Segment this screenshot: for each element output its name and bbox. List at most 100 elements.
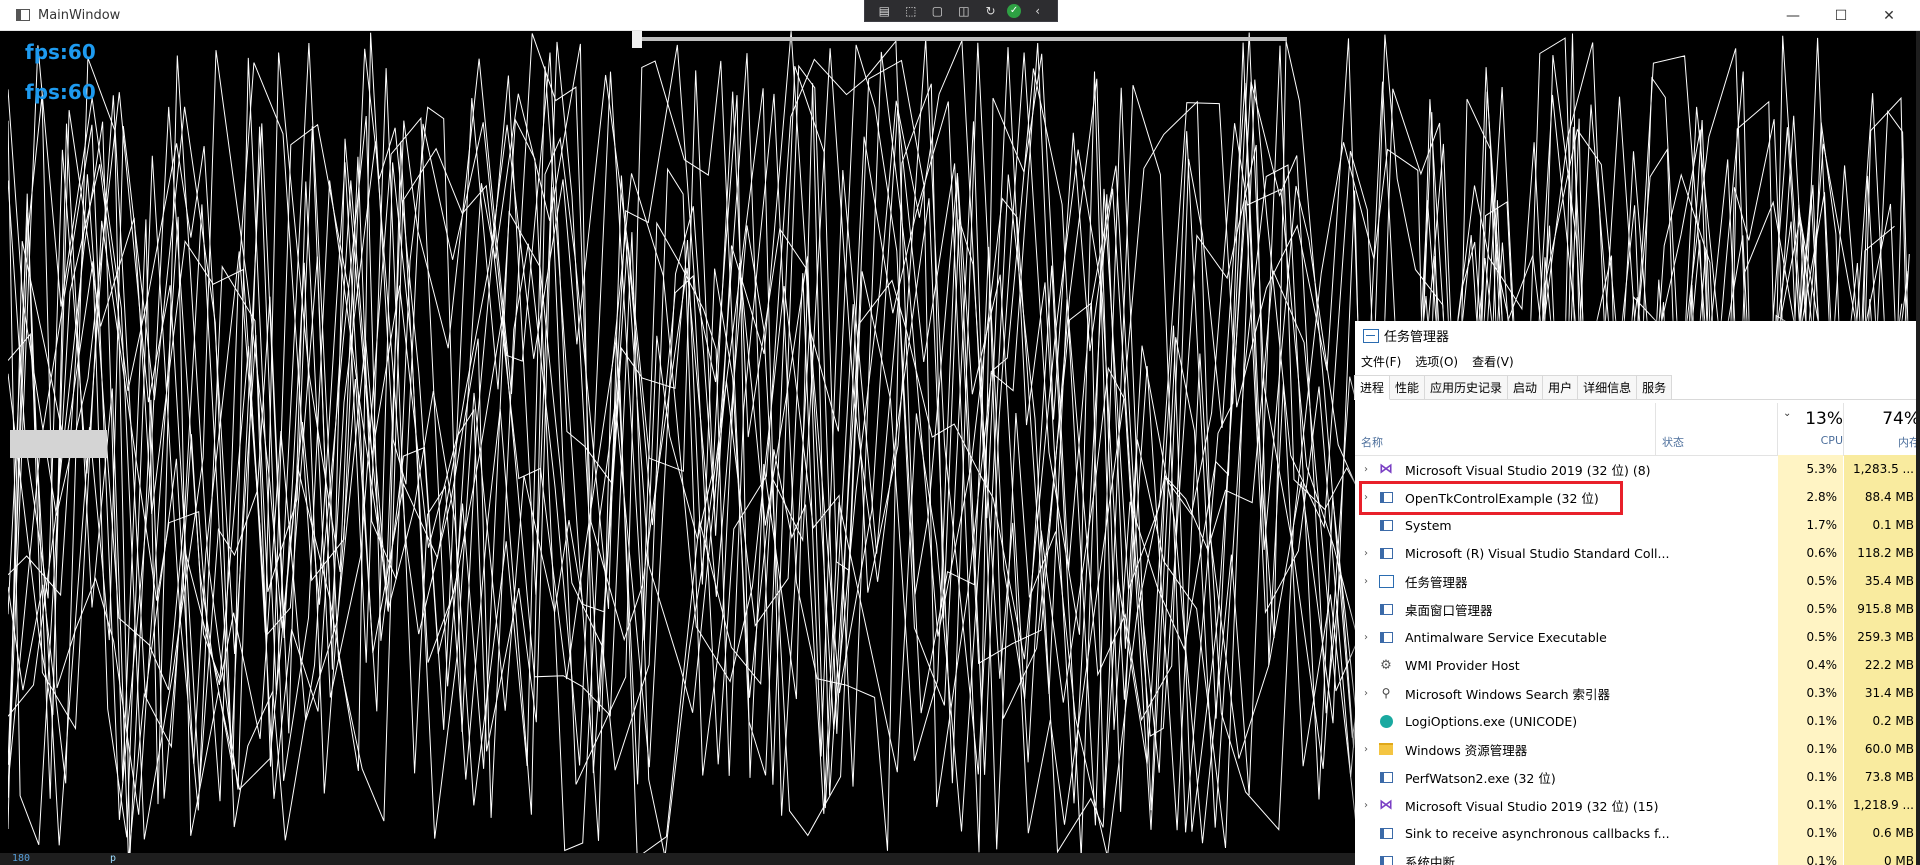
overlay-grey-box: [10, 430, 107, 458]
expand-chevron-icon[interactable]: ›: [1364, 491, 1368, 503]
process-memory: 0 MB: [1844, 847, 1920, 865]
process-row[interactable]: 系统中断 0.1% 0 MB: [1355, 847, 1920, 865]
process-cpu: 0.4%: [1778, 651, 1843, 679]
column-header-cpu[interactable]: CPU: [1820, 434, 1843, 447]
select-element-icon[interactable]: ⬚: [905, 3, 917, 18]
column-divider[interactable]: [1777, 403, 1778, 455]
process-row[interactable]: System 1.7% 0.1 MB: [1355, 511, 1920, 539]
app-window-icon: [1378, 853, 1394, 865]
process-memory: 1,218.9 ...: [1844, 791, 1920, 819]
process-memory: 0.1 MB: [1844, 511, 1920, 539]
task-manager-title: 任务管理器: [1384, 330, 1450, 345]
process-name: Microsoft Visual Studio 2019 (32 位) (15): [1405, 798, 1659, 814]
minimize-button[interactable]: —: [1786, 7, 1800, 24]
process-cpu: 5.3%: [1778, 455, 1843, 483]
app-window-icon: [16, 9, 30, 21]
process-name: 桌面窗口管理器: [1405, 602, 1493, 618]
process-name: LogiOptions.exe (UNICODE): [1405, 713, 1578, 729]
column-header-name[interactable]: 名称: [1361, 436, 1383, 449]
process-row[interactable]: › ⋈ Microsoft Visual Studio 2019 (32 位) (8…: [1355, 455, 1920, 483]
cpu-total-percent[interactable]: 13%: [1805, 409, 1843, 429]
menu-file[interactable]: 文件(F): [1361, 355, 1402, 369]
xaml-debug-toolbar: ▤ ⬚ ▢ ◫ ↻ ✓ ‹: [864, 0, 1058, 22]
tab-users[interactable]: 用户: [1542, 375, 1579, 399]
signal-line: [8, 40, 1910, 844]
column-header-memory[interactable]: 内存: [1898, 436, 1920, 449]
tab-performance[interactable]: 性能: [1389, 375, 1426, 399]
process-memory: 0.2 MB: [1844, 707, 1920, 735]
tab-services[interactable]: 服务: [1636, 375, 1673, 399]
column-divider[interactable]: [1843, 403, 1844, 455]
fps-label: fps:60: [25, 80, 96, 104]
process-row[interactable]: LogiOptions.exe (UNICODE) 0.1% 0.2 MB: [1355, 707, 1920, 735]
process-name: System: [1405, 517, 1452, 533]
tab-app-history[interactable]: 应用历史记录: [1424, 375, 1509, 399]
process-name: Antimalware Service Executable: [1405, 629, 1607, 645]
process-row[interactable]: › 任务管理器 0.5% 35.4 MB: [1355, 567, 1920, 595]
column-divider[interactable]: [1655, 403, 1656, 455]
expand-chevron-icon[interactable]: ›: [1364, 575, 1368, 587]
visual-studio-icon: ⋈: [1379, 797, 1393, 813]
expand-chevron-icon[interactable]: ›: [1364, 631, 1368, 643]
top-slider-track[interactable]: [636, 37, 1287, 41]
tab-bar: 进程 性能 应用历史记录 启动 用户 详细信息 服务: [1354, 373, 1920, 400]
track-focus-icon[interactable]: ◫: [958, 3, 970, 18]
expand-chevron-icon[interactable]: ›: [1364, 687, 1368, 699]
tab-startup[interactable]: 启动: [1507, 375, 1544, 399]
memory-total-percent[interactable]: 74%: [1882, 409, 1920, 429]
tab-processes[interactable]: 进程: [1354, 375, 1391, 400]
process-row[interactable]: › ⋈ Microsoft Visual Studio 2019 (32 位) (1…: [1355, 791, 1920, 819]
process-memory: 88.4 MB: [1844, 483, 1920, 511]
menu-view[interactable]: 查看(V): [1472, 355, 1514, 369]
app-window-icon: [1378, 629, 1394, 645]
process-cpu: 0.5%: [1778, 567, 1843, 595]
process-cpu: 0.1%: [1778, 791, 1843, 819]
process-memory: 22.2 MB: [1844, 651, 1920, 679]
process-name: Microsoft (R) Visual Studio Standard Col…: [1405, 545, 1670, 561]
gear-icon: ⚙: [1380, 657, 1392, 673]
collapse-icon[interactable]: ‹: [1035, 3, 1041, 18]
expand-chevron-icon[interactable]: ›: [1364, 799, 1368, 811]
process-row[interactable]: › Microsoft (R) Visual Studio Standard Co…: [1355, 539, 1920, 567]
process-memory: 60.0 MB: [1844, 735, 1920, 763]
process-memory: 915.8 MB: [1844, 595, 1920, 623]
process-row[interactable]: › OpenTkControlExample (32 位) 2.8% 88.4 MB: [1355, 483, 1920, 511]
top-slider-thumb[interactable]: [632, 31, 642, 48]
live-visual-tree-icon[interactable]: ▤: [878, 3, 890, 18]
column-header-status[interactable]: 状态: [1662, 436, 1684, 449]
maximize-button[interactable]: ☐: [1834, 7, 1848, 24]
process-name: Windows 资源管理器: [1405, 742, 1528, 758]
app-window-icon: [1378, 769, 1394, 785]
process-row[interactable]: 桌面窗口管理器 0.5% 915.8 MB: [1355, 595, 1920, 623]
task-manager-icon: [1378, 573, 1394, 589]
process-cpu: 0.5%: [1778, 595, 1843, 623]
process-row[interactable]: › Windows 资源管理器 0.1% 60.0 MB: [1355, 735, 1920, 763]
ok-check-icon[interactable]: ✓: [1007, 3, 1022, 18]
hot-reload-icon[interactable]: ↻: [985, 3, 996, 18]
process-name: Microsoft Windows Search 索引器: [1405, 686, 1611, 702]
task-manager-icon: [1363, 328, 1379, 343]
app-window-icon: [1378, 825, 1394, 841]
process-cpu: 1.7%: [1778, 511, 1843, 539]
signal-line: [8, 32, 1903, 853]
process-row[interactable]: › Antimalware Service Executable 0.5% 259.3…: [1355, 623, 1920, 651]
process-memory: 35.4 MB: [1844, 567, 1920, 595]
tab-details[interactable]: 详细信息: [1577, 375, 1638, 399]
visual-studio-icon: ⋈: [1379, 461, 1393, 477]
process-row[interactable]: Sink to receive asynchronous callbacks f…: [1355, 819, 1920, 847]
expand-chevron-icon[interactable]: ›: [1364, 547, 1368, 559]
menu-options[interactable]: 选项(O): [1415, 355, 1459, 369]
expand-chevron-icon[interactable]: ›: [1364, 743, 1368, 755]
display-adorners-icon[interactable]: ▢: [931, 3, 944, 18]
process-name: PerfWatson2.exe (32 位): [1405, 770, 1556, 786]
process-row[interactable]: PerfWatson2.exe (32 位) 0.1% 73.8 MB: [1355, 763, 1920, 791]
folder-icon: [1378, 741, 1394, 757]
process-row[interactable]: › ⚲ Microsoft Windows Search 索引器 0.3% 31.4 M…: [1355, 679, 1920, 707]
close-button[interactable]: ✕: [1883, 7, 1895, 24]
expand-chevron-icon[interactable]: ›: [1364, 463, 1368, 475]
process-row[interactable]: ⚙ WMI Provider Host 0.4% 22.2 MB: [1355, 651, 1920, 679]
sort-chevron-icon: ⌄: [1783, 408, 1792, 419]
process-memory: 118.2 MB: [1844, 539, 1920, 567]
menu-bar: 文件(F) 选项(O) 查看(V): [1361, 353, 1514, 370]
task-manager-title-bar[interactable]: 任务管理器: [1355, 321, 1920, 350]
